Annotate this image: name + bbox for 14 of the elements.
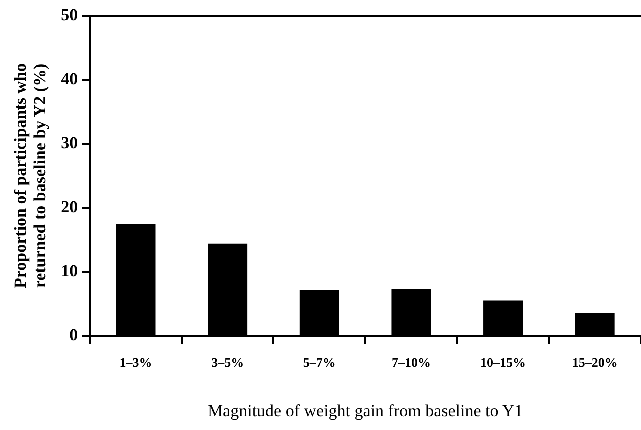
y-tick-label: 40: [61, 69, 78, 88]
x-tick-label: 1–3%: [120, 355, 152, 370]
x-axis-title: Magnitude of weight gain from baseline to Y1: [208, 401, 524, 420]
x-tick-label: 3–5%: [212, 355, 244, 370]
x-tick-label: 7–10%: [392, 355, 431, 370]
y-tick-label: 20: [61, 197, 78, 216]
y-tick-label: 50: [61, 5, 78, 24]
x-tick-label: 10–15%: [480, 355, 526, 370]
x-tick-label: 5–7%: [303, 355, 336, 370]
y-tick-label: 30: [61, 133, 78, 152]
y-axis-title: Proportion of participants who returned to baseline by Y2 (%): [11, 64, 50, 288]
x-tick-label: 15–20%: [572, 355, 618, 370]
y-tick-label: 10: [61, 261, 78, 280]
y-tick-label: 0: [70, 325, 78, 344]
